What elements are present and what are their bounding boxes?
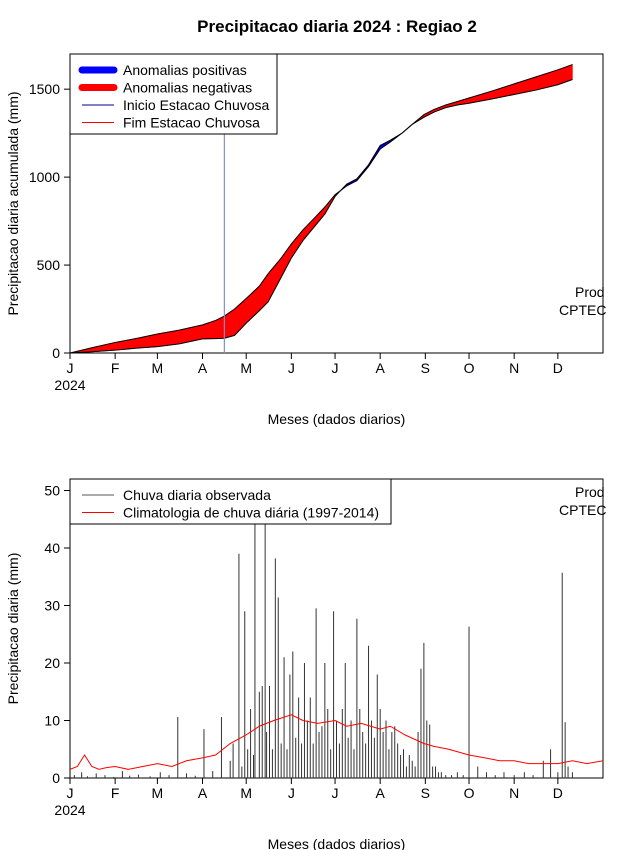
climatology-cumulative-line xyxy=(69,64,573,354)
legend-label: Anomalias negativas xyxy=(123,80,252,96)
x-tick-label: A xyxy=(376,785,386,801)
year-label: 2024 xyxy=(54,377,85,393)
x-tick-label: M xyxy=(152,360,164,376)
y-tick-label: 50 xyxy=(44,483,60,499)
y-tick-label: 1000 xyxy=(29,169,60,185)
watermark-line-1: Prod xyxy=(575,284,605,300)
x-axis-label: Meses (dados diarios) xyxy=(268,411,406,427)
y-tick-label: 20 xyxy=(44,655,60,671)
legend-box xyxy=(69,478,392,525)
x-tick-label: J xyxy=(332,785,339,801)
legend-label: Anomalias positivas xyxy=(123,62,247,78)
legend-label: Inicio Estacao Chuvosa xyxy=(123,97,270,113)
x-tick-label: S xyxy=(421,785,430,801)
legend-label: Fim Estacao Chuvosa xyxy=(123,115,260,131)
y-tick-label: 40 xyxy=(44,540,60,556)
climatology-daily-line xyxy=(69,714,604,770)
year-label: 2024 xyxy=(54,802,85,818)
plot-frame xyxy=(69,53,604,354)
negative-anomaly-area xyxy=(224,308,235,339)
x-tick-label: A xyxy=(198,785,208,801)
x-tick-label: A xyxy=(198,360,208,376)
y-axis-label: Precipitacao diaria (mm) xyxy=(5,553,21,705)
chart-title: Precipitacao diaria 2024 : Regiao 2 xyxy=(197,17,477,36)
x-tick-label: M xyxy=(152,785,164,801)
x-tick-label: D xyxy=(553,785,563,801)
daily-precipitation-panel: J F M A M J J A S O N D 2024 0 10 20 30 40 50 Meses (dados … xyxy=(5,478,606,850)
x-tick-label: M xyxy=(240,360,252,376)
x-tick-label: O xyxy=(464,785,475,801)
x-tick-label: J xyxy=(288,360,295,376)
y-tick-label: 0 xyxy=(52,345,60,361)
x-tick-label: J xyxy=(67,785,74,801)
x-tick-label: M xyxy=(240,785,252,801)
y-tick-label: 10 xyxy=(44,713,60,729)
x-tick-label: S xyxy=(421,360,430,376)
watermark-line-2: CPTEC xyxy=(559,302,606,318)
x-tick-label: O xyxy=(464,360,475,376)
legend-label: Chuva diaria observada xyxy=(123,487,271,503)
watermark-line-1: Prod xyxy=(575,484,605,500)
x-axis-label: Meses (dados diarios) xyxy=(268,836,406,850)
cumulative-precipitation-panel: J F M A M J J A S O N D 2024 0 500 1000 1500 Meses (dados… xyxy=(5,53,606,427)
x-tick-label: J xyxy=(288,785,295,801)
x-tick-label: J xyxy=(67,360,74,376)
observed-cumulative-line xyxy=(69,79,573,354)
negative-anomaly-area xyxy=(202,320,216,340)
legend-label: Climatologia de chuva diária (1997-2014) xyxy=(123,505,379,521)
x-tick-label: A xyxy=(376,360,386,376)
x-tick-label: F xyxy=(111,360,120,376)
y-tick-label: 30 xyxy=(44,598,60,614)
y-axis-label: Precipitacao diaria acumulada (mm) xyxy=(5,91,21,315)
x-tick-label: F xyxy=(111,785,120,801)
x-tick-label: N xyxy=(509,360,519,376)
x-tick-label: N xyxy=(509,785,519,801)
y-tick-label: 1500 xyxy=(29,81,60,97)
watermark-line-2: CPTEC xyxy=(559,502,606,518)
y-tick-label: 500 xyxy=(37,257,61,273)
x-tick-label: D xyxy=(553,360,563,376)
y-tick-label: 0 xyxy=(52,770,60,786)
x-tick-label: J xyxy=(332,360,339,376)
